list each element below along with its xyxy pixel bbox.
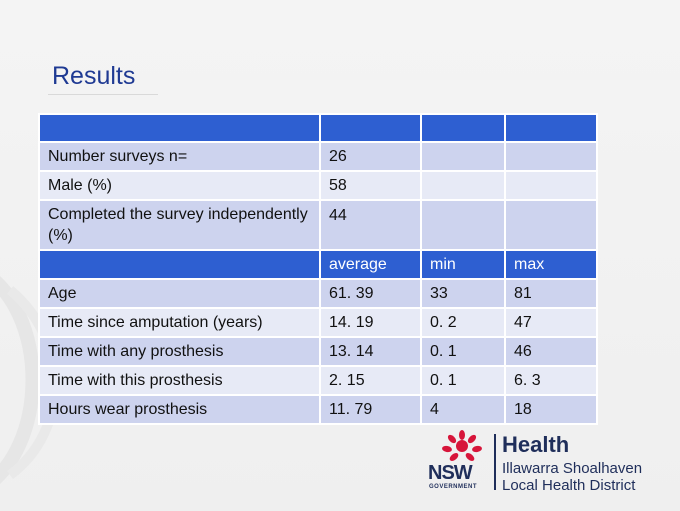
table-row: Hours wear prosthesis 11. 79 4 18 [38,394,598,425]
table-row: Time with any prosthesis 13. 14 0. 1 46 [38,336,598,367]
logo-health: Health [502,432,570,457]
col-header-min: min [420,249,506,280]
table-header-row [38,113,598,143]
row-average: 13. 14 [319,336,422,367]
row-label: Age [38,278,321,309]
row-label: Time with this prosthesis [38,365,321,396]
col-header-average: average [319,249,422,280]
page-title: Results [52,62,136,90]
row-label: Hours wear prosthesis [38,394,321,425]
row-label: Completed the survey independently (%) [38,199,321,251]
logo-district: Illawarra Shoalhaven Local Health Distri… [502,460,642,494]
stats-header-row: average min max [38,249,598,280]
row-label: Time with any prosthesis [38,336,321,367]
row-label: Number surveys n= [38,141,321,172]
table-row: Number surveys n= 26 [38,141,598,172]
results-table: Number surveys n= 26 Male (%) 58 Complet… [38,113,598,425]
header-cell [38,113,321,143]
row-max: 18 [504,394,598,425]
logo-nsw: NSW [428,462,473,484]
header-cell [504,113,598,143]
nsw-waratah-icon [442,430,482,461]
row-label: Male (%) [38,170,321,201]
table-row: Completed the survey independently (%) 4… [38,199,598,251]
row-value: 44 [319,199,422,251]
row-min: 33 [420,278,506,309]
row-average: 11. 79 [319,394,422,425]
row-min: 0. 1 [420,336,506,367]
row-average: 2. 15 [319,365,422,396]
table-row: Time since amputation (years) 14. 19 0. … [38,307,598,338]
header-cell [319,113,422,143]
table-row: Age 61. 39 33 81 [38,278,598,309]
title-underline [48,94,158,95]
row-max: 46 [504,336,598,367]
row-max: 6. 3 [504,365,598,396]
row-value: 58 [319,170,422,201]
row-label: Time since amputation (years) [38,307,321,338]
row-min: 0. 2 [420,307,506,338]
row-average: 14. 19 [319,307,422,338]
logo-district-line1: Illawarra Shoalhaven [502,460,643,477]
row-max: 81 [504,278,598,309]
logo-government: GOVERNMENT [429,484,478,490]
header-cell [420,113,506,143]
logo-divider [494,434,496,490]
row-value: 26 [319,141,422,172]
row-max: 47 [504,307,598,338]
table-row: Male (%) 58 [38,170,598,201]
logo-district-line2: Local Health District [502,477,636,494]
col-header-max: max [504,249,598,280]
table-row: Time with this prosthesis 2. 15 0. 1 6. … [38,365,598,396]
row-average: 61. 39 [319,278,422,309]
row-min: 0. 1 [420,365,506,396]
row-min: 4 [420,394,506,425]
